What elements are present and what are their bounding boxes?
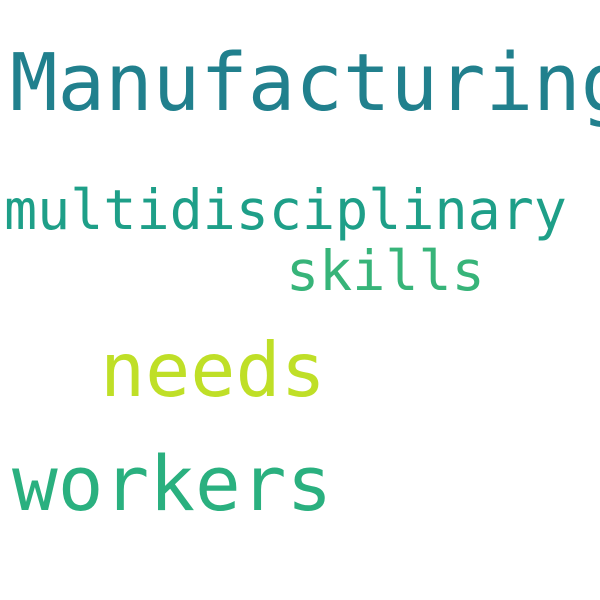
word-manufacturing: Manufacturing — [10, 37, 600, 129]
word-skills: skills — [286, 239, 485, 303]
word-multidisciplinary: multidisciplinary — [4, 178, 567, 242]
word-workers: workers — [12, 439, 333, 528]
word-needs: needs — [100, 326, 326, 414]
